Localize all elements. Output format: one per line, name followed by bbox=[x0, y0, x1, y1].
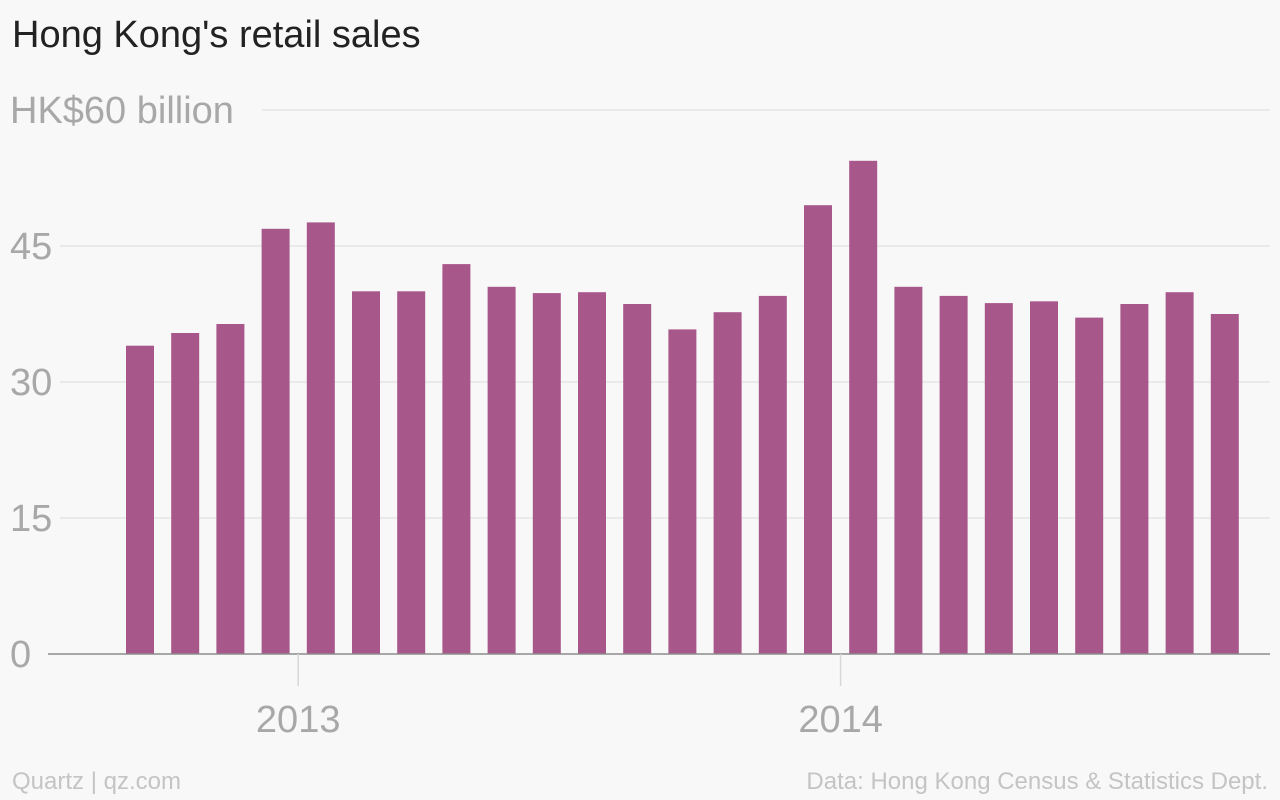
bar bbox=[984, 303, 1013, 654]
y-tick-label: 0 bbox=[10, 634, 31, 676]
bar bbox=[894, 286, 923, 654]
bar bbox=[1030, 301, 1058, 654]
bar bbox=[1120, 304, 1149, 654]
bar bbox=[171, 333, 200, 654]
x-tick-label: 2013 bbox=[256, 699, 341, 741]
bar bbox=[804, 205, 832, 654]
bar bbox=[1210, 314, 1239, 654]
bar bbox=[1075, 317, 1104, 654]
bar bbox=[397, 291, 426, 654]
y-tick-label: 45 bbox=[10, 226, 52, 268]
bar bbox=[532, 293, 561, 654]
bar bbox=[578, 292, 606, 654]
bar bbox=[487, 286, 516, 654]
bar bbox=[849, 160, 878, 655]
bar bbox=[939, 295, 968, 654]
axis-labels: 0 15 30 45 HK$60 billion 2013 2014 bbox=[10, 90, 883, 741]
bar bbox=[442, 264, 471, 654]
x-axis bbox=[48, 653, 1270, 686]
y-tick-label: 30 bbox=[10, 362, 52, 404]
bar bbox=[306, 222, 335, 654]
bar bbox=[668, 329, 697, 654]
source-credit: Quartz | qz.com bbox=[12, 768, 181, 795]
y-tick-label: 15 bbox=[10, 498, 52, 540]
bar bbox=[1165, 292, 1194, 654]
bars bbox=[126, 160, 1239, 655]
bar bbox=[713, 312, 742, 654]
x-tick-label: 2014 bbox=[798, 699, 883, 741]
bar bbox=[758, 295, 787, 654]
chart-title: Hong Kong's retail sales bbox=[12, 14, 421, 56]
bar bbox=[216, 324, 245, 654]
bar bbox=[126, 345, 154, 654]
data-source: Data: Hong Kong Census & Statistics Dept… bbox=[806, 768, 1268, 795]
bar bbox=[623, 304, 652, 654]
y-axis-top-label: HK$60 billion bbox=[10, 90, 234, 132]
bar bbox=[352, 291, 380, 654]
bar bbox=[261, 228, 290, 655]
